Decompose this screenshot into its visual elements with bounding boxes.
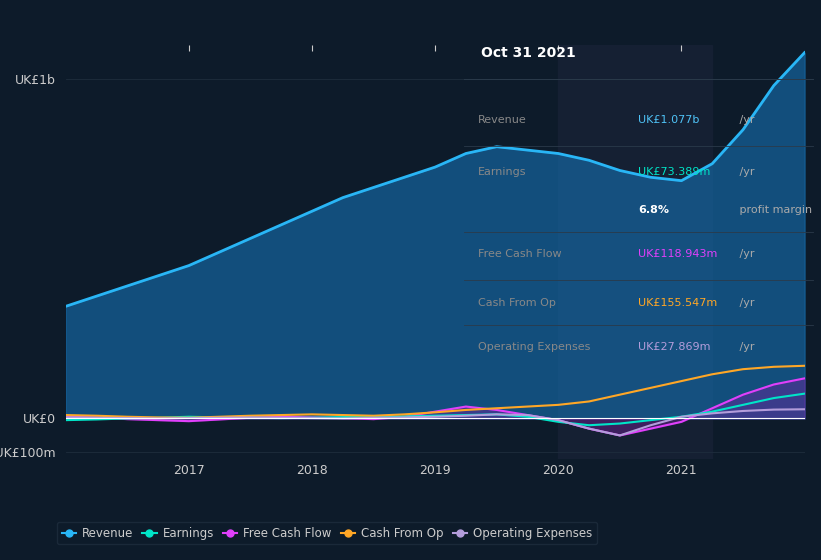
Text: Free Cash Flow: Free Cash Flow	[478, 249, 562, 259]
Bar	[558, 45, 712, 459]
Text: 6.8%: 6.8%	[639, 204, 669, 214]
Text: Oct 31 2021: Oct 31 2021	[481, 46, 576, 60]
Text: /yr: /yr	[736, 167, 754, 178]
Text: /yr: /yr	[736, 115, 754, 125]
Text: UK£118.943m: UK£118.943m	[639, 249, 718, 259]
Text: /yr: /yr	[736, 342, 754, 352]
Text: Operating Expenses: Operating Expenses	[478, 342, 590, 352]
Text: profit margin: profit margin	[736, 204, 812, 214]
Text: UK£155.547m: UK£155.547m	[639, 297, 718, 307]
Text: /yr: /yr	[736, 249, 754, 259]
Text: UK£27.869m: UK£27.869m	[639, 342, 711, 352]
Text: UK£73.389m: UK£73.389m	[639, 167, 711, 178]
Text: UK£1.077b: UK£1.077b	[639, 115, 699, 125]
Legend: Revenue, Earnings, Free Cash Flow, Cash From Op, Operating Expenses: Revenue, Earnings, Free Cash Flow, Cash …	[57, 522, 597, 544]
Text: Revenue: Revenue	[478, 115, 526, 125]
Text: /yr: /yr	[736, 297, 754, 307]
Text: Cash From Op: Cash From Op	[478, 297, 556, 307]
Text: Earnings: Earnings	[478, 167, 526, 178]
